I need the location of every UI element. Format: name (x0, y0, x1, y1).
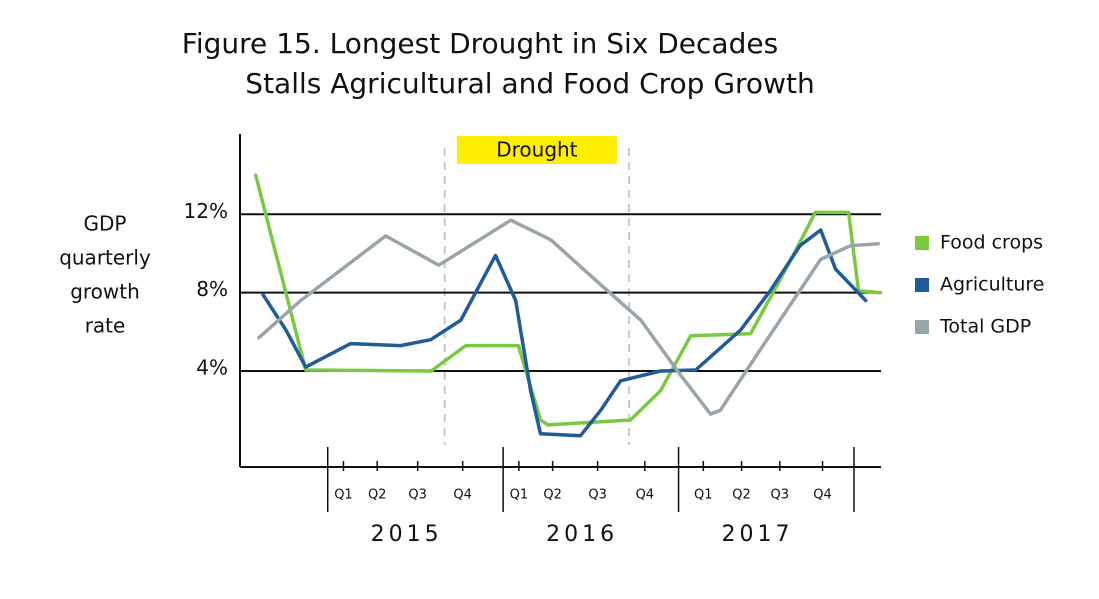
x-tick-label: Q3 (588, 488, 607, 503)
series-line (261, 228, 868, 438)
year-label: 2015 (371, 522, 443, 547)
x-tick-label: Q2 (732, 488, 751, 503)
x-tick-label: Q3 (771, 488, 790, 503)
x-tick-label: Q2 (543, 488, 562, 503)
y-axis-label: GDP (84, 212, 127, 236)
y-axis-label: growth (70, 280, 140, 304)
drought-highlight (456, 136, 617, 164)
y-axis-label: quarterly (59, 246, 151, 270)
drought-label: Drought (496, 138, 577, 162)
legend-label: Agriculture (940, 274, 1045, 296)
legend-label: Total GDP (939, 316, 1031, 338)
y-tick-label: 12% (184, 199, 228, 223)
x-tick-label: Q1 (334, 488, 353, 503)
legend-swatch (915, 236, 929, 250)
y-axis-label: rate (85, 314, 126, 338)
y-tick-label: 4% (196, 356, 228, 380)
chart-title: Stalls Agricultural and Food Crop Growth (245, 67, 814, 100)
y-tick-label: 8% (196, 277, 228, 301)
chart-title: Figure 15. Longest Drought in Six Decade… (182, 27, 778, 60)
x-tick-label: Q3 (408, 488, 427, 503)
legend-swatch (915, 320, 929, 334)
x-tick-label: Q1 (694, 488, 713, 503)
x-tick-label: Q1 (510, 488, 529, 503)
year-label: 2017 (722, 522, 794, 547)
legend-swatch (915, 278, 929, 292)
x-tick-label: Q2 (368, 488, 387, 503)
series-line (253, 173, 883, 427)
legend-label: Food crops (940, 232, 1043, 254)
year-label: 2016 (546, 522, 618, 547)
x-tick-label: Q4 (636, 488, 655, 503)
series-line (257, 218, 881, 416)
x-tick-label: Q4 (453, 488, 472, 503)
x-tick-label: Q4 (813, 488, 832, 503)
